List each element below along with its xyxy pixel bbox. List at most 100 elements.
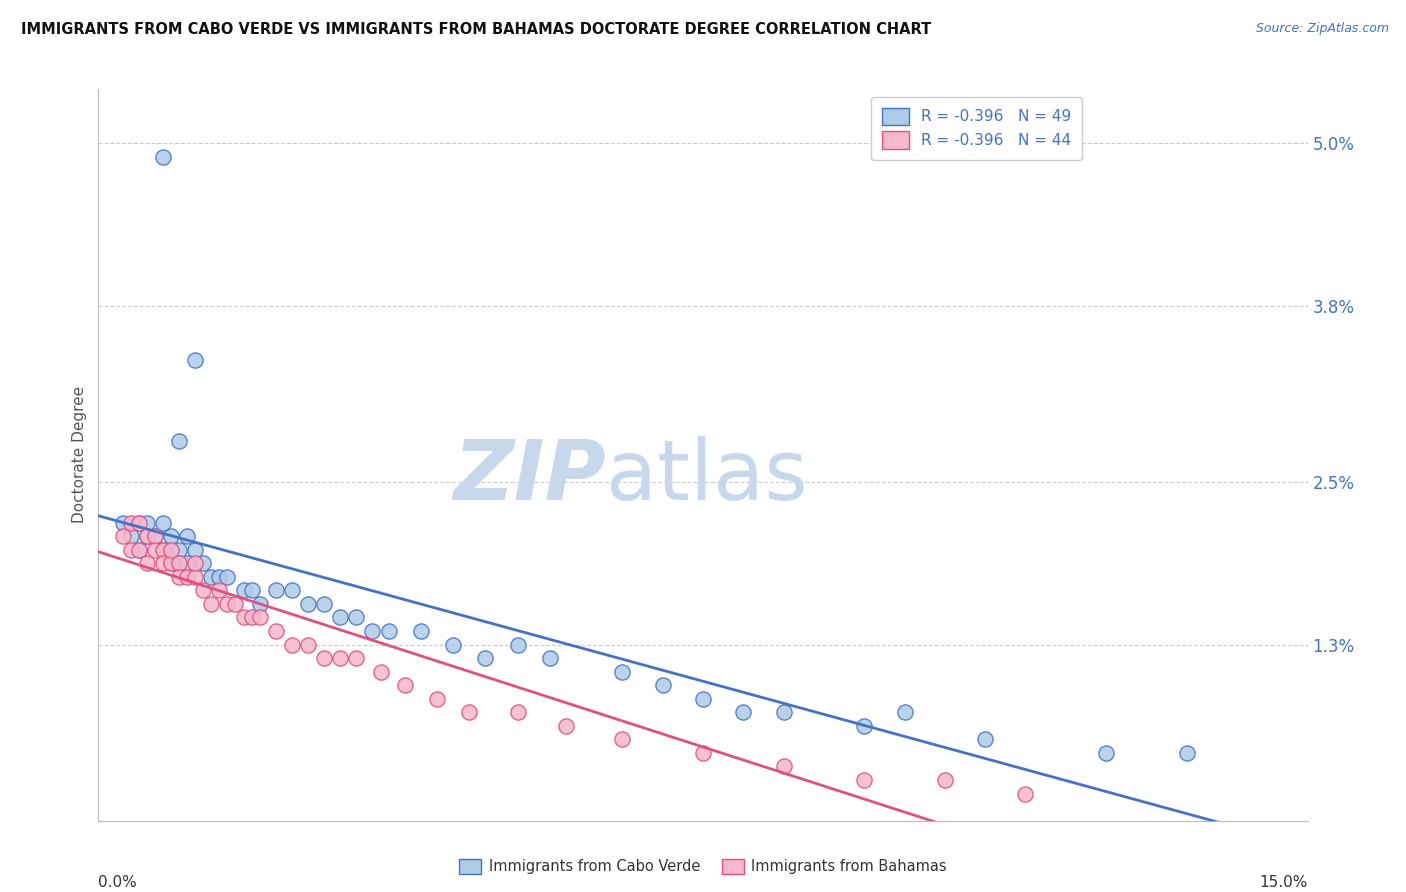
Point [160, 529, 183, 543]
Point [506, 638, 529, 652]
Point [733, 706, 755, 720]
Point [692, 691, 714, 706]
Point [184, 353, 207, 368]
Point [772, 759, 794, 773]
Point [160, 556, 183, 570]
Point [458, 706, 481, 720]
Point [232, 583, 254, 598]
Point [281, 583, 304, 598]
Point [692, 746, 714, 760]
Point [184, 542, 207, 557]
Point [224, 597, 246, 611]
Point [160, 542, 183, 557]
Point [240, 610, 263, 624]
Point [264, 583, 287, 598]
Point [111, 516, 134, 530]
Point [217, 570, 239, 584]
Point [135, 529, 157, 543]
Point [167, 542, 190, 557]
Point [361, 624, 384, 638]
Point [167, 556, 190, 570]
Text: atlas: atlas [606, 436, 808, 517]
Point [120, 516, 142, 530]
Point [176, 570, 198, 584]
Point [200, 570, 222, 584]
Point [506, 706, 529, 720]
Point [314, 597, 336, 611]
Point [240, 583, 263, 598]
Point [612, 732, 634, 747]
Point [193, 583, 215, 598]
Legend: R = -0.396   N = 49, R = -0.396   N = 44: R = -0.396 N = 49, R = -0.396 N = 44 [870, 97, 1083, 160]
Point [208, 570, 231, 584]
Point [176, 556, 198, 570]
Point [120, 529, 142, 543]
Point [249, 610, 271, 624]
Point [409, 624, 432, 638]
Point [344, 651, 367, 665]
Point [143, 542, 166, 557]
Point [281, 638, 304, 652]
Point [176, 529, 198, 543]
Point [1095, 746, 1118, 760]
Text: 15.0%: 15.0% [1260, 875, 1308, 890]
Point [167, 570, 190, 584]
Point [329, 610, 352, 624]
Point [184, 570, 207, 584]
Point [208, 583, 231, 598]
Text: Source: ZipAtlas.com: Source: ZipAtlas.com [1256, 22, 1389, 36]
Legend: Immigrants from Cabo Verde, Immigrants from Bahamas: Immigrants from Cabo Verde, Immigrants f… [454, 853, 952, 880]
Point [394, 678, 416, 692]
Point [555, 719, 578, 733]
Point [160, 556, 183, 570]
Point [853, 719, 876, 733]
Point [152, 542, 174, 557]
Point [143, 529, 166, 543]
Point [111, 529, 134, 543]
Point [128, 542, 150, 557]
Point [853, 772, 876, 787]
Point [120, 542, 142, 557]
Point [128, 516, 150, 530]
Point [474, 651, 496, 665]
Point [370, 665, 392, 679]
Point [128, 516, 150, 530]
Point [612, 665, 634, 679]
Point [249, 597, 271, 611]
Point [167, 556, 190, 570]
Point [329, 651, 352, 665]
Point [426, 691, 449, 706]
Point [297, 597, 319, 611]
Point [152, 150, 174, 164]
Point [135, 516, 157, 530]
Point [934, 772, 956, 787]
Point [974, 732, 997, 747]
Text: ZIP: ZIP [454, 436, 606, 517]
Point [314, 651, 336, 665]
Point [152, 556, 174, 570]
Point [1014, 787, 1036, 801]
Point [893, 706, 915, 720]
Point [152, 516, 174, 530]
Point [1175, 746, 1198, 760]
Point [200, 597, 222, 611]
Point [184, 556, 207, 570]
Text: IMMIGRANTS FROM CABO VERDE VS IMMIGRANTS FROM BAHAMAS DOCTORATE DEGREE CORRELATI: IMMIGRANTS FROM CABO VERDE VS IMMIGRANTS… [21, 22, 931, 37]
Text: 0.0%: 0.0% [98, 875, 138, 890]
Point [297, 638, 319, 652]
Point [193, 556, 215, 570]
Point [264, 624, 287, 638]
Point [152, 542, 174, 557]
Point [232, 610, 254, 624]
Point [344, 610, 367, 624]
Point [441, 638, 464, 652]
Point [135, 529, 157, 543]
Point [538, 651, 561, 665]
Point [217, 597, 239, 611]
Point [143, 529, 166, 543]
Y-axis label: Doctorate Degree: Doctorate Degree [72, 386, 87, 524]
Point [135, 556, 157, 570]
Point [167, 434, 190, 449]
Point [377, 624, 399, 638]
Point [651, 678, 673, 692]
